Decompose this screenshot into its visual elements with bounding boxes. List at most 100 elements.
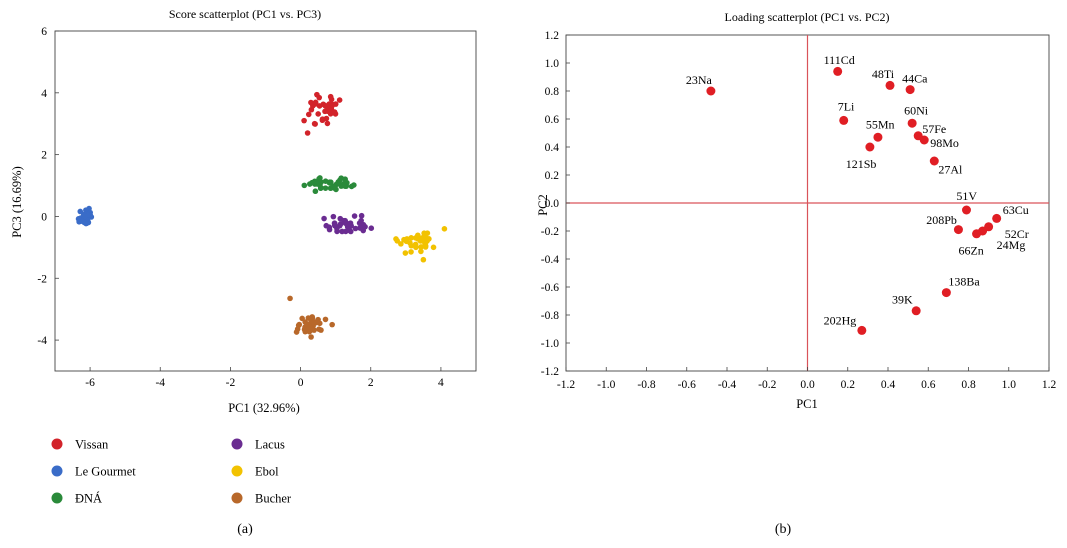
data-point: [309, 315, 316, 321]
data-point: [316, 94, 323, 101]
data-label: 60Ni: [904, 104, 929, 118]
loading-point-98mo: 98Mo: [919, 135, 959, 150]
data-point: [358, 212, 365, 219]
data-point: [408, 235, 414, 241]
score-plot-legend: Vissan Le Gourmet ĐNÁ Lacus Ebol Bucher: [51, 438, 292, 506]
data-point: [415, 236, 421, 242]
data-label: 27Al: [938, 162, 963, 176]
data-point: [332, 183, 338, 189]
data-point: [368, 225, 375, 231]
loading-point-48ti: 48Ti: [872, 67, 895, 90]
data-point: [327, 93, 334, 100]
data-label: 111Cd: [824, 53, 855, 67]
loading-point-7li: 7Li: [838, 99, 855, 125]
y-tick-label: 1.2: [545, 30, 560, 42]
legend-marker: [51, 492, 63, 504]
data-point: [905, 85, 915, 95]
data-point: [322, 178, 329, 184]
data-point: [328, 179, 334, 186]
series-ebol: [393, 226, 448, 263]
data-point: [330, 213, 337, 220]
loading-point-23na: 23Na: [686, 73, 716, 96]
data-point: [873, 132, 883, 142]
data-point: [334, 228, 340, 235]
loading-plot-title: Loading scatterplot (PC1 vs. PC2): [725, 10, 890, 24]
loading-point-138ba: 138Ba: [941, 274, 980, 298]
data-point: [992, 213, 1002, 223]
series--n-: [301, 175, 357, 195]
x-tick-label: -0.2: [758, 379, 776, 391]
data-point: [324, 120, 331, 127]
data-point: [82, 212, 88, 219]
data-point: [441, 226, 448, 232]
data-point: [302, 328, 309, 335]
y-tick-label: -1.2: [541, 366, 559, 378]
legend-marker: [51, 465, 63, 477]
y-tick-label: 0.2: [545, 170, 560, 182]
data-point: [408, 249, 414, 255]
panel-label-b: (b): [775, 522, 792, 537]
data-point: [77, 208, 84, 215]
data-point: [358, 217, 364, 224]
data-point: [357, 225, 363, 231]
legend-label: Le Gourmet: [75, 465, 136, 479]
data-point: [329, 321, 335, 328]
data-point: [338, 175, 345, 181]
data-point: [413, 244, 419, 251]
data-point: [336, 97, 343, 103]
data-point: [426, 236, 432, 242]
data-point: [418, 248, 424, 255]
data-point: [961, 205, 971, 215]
x-tick-label: -2: [226, 377, 236, 389]
data-point: [305, 111, 312, 118]
data-point: [312, 188, 319, 195]
data-point: [420, 256, 427, 263]
data-label: 121Sb: [846, 157, 877, 171]
data-point: [301, 117, 307, 124]
x-tick-label: 1.2: [1042, 379, 1057, 391]
data-point: [331, 222, 338, 229]
data-point: [301, 182, 308, 189]
x-tick-label: -6: [85, 377, 95, 389]
data-point: [352, 225, 359, 232]
y-tick-label: 0.0: [545, 198, 560, 210]
score-plot-xlabel: PC1 (32.96%): [228, 401, 300, 415]
loading-point-27al: 27Al: [929, 156, 963, 176]
series-bucher: [287, 295, 335, 340]
data-point: [327, 111, 334, 117]
loading-point-202hg: 202Hg: [824, 314, 867, 335]
data-point: [857, 325, 867, 335]
data-point: [322, 316, 329, 323]
data-label: 51V: [956, 189, 977, 203]
data-point: [326, 226, 333, 233]
data-point: [408, 242, 415, 249]
data-point: [312, 179, 319, 185]
data-label: 44Ca: [902, 71, 928, 85]
data-point: [351, 213, 358, 219]
loading-point-121sb: 121Sb: [846, 142, 877, 171]
data-point: [318, 179, 324, 185]
loading-point-60ni: 60Ni: [904, 104, 929, 128]
data-point: [315, 111, 321, 117]
data-label: 24Mg: [997, 238, 1026, 252]
data-point: [346, 227, 353, 234]
data-point: [322, 185, 329, 191]
y-tick-label: -4: [37, 335, 47, 347]
loading-point-39k: 39K: [892, 293, 921, 316]
data-point: [430, 244, 437, 251]
series-lacus: [321, 212, 375, 235]
data-point: [907, 118, 917, 128]
data-label: 39K: [892, 293, 913, 307]
loading-plot-ylabel: PC2: [536, 194, 550, 216]
x-tick-label: 1.0: [1002, 379, 1017, 391]
data-label: 57Fe: [922, 122, 946, 136]
legend-label: Lacus: [255, 438, 285, 452]
data-label: 55Mn: [866, 118, 895, 132]
data-point: [307, 181, 313, 187]
score-plot-ticks: -6 -4 -2 0 2 4 -4 -2 0 2 4 6: [37, 26, 444, 389]
data-point: [295, 322, 302, 329]
data-point: [418, 244, 424, 250]
legend-label: ĐNÁ: [75, 492, 102, 506]
x-tick-label: 0.6: [921, 379, 936, 391]
